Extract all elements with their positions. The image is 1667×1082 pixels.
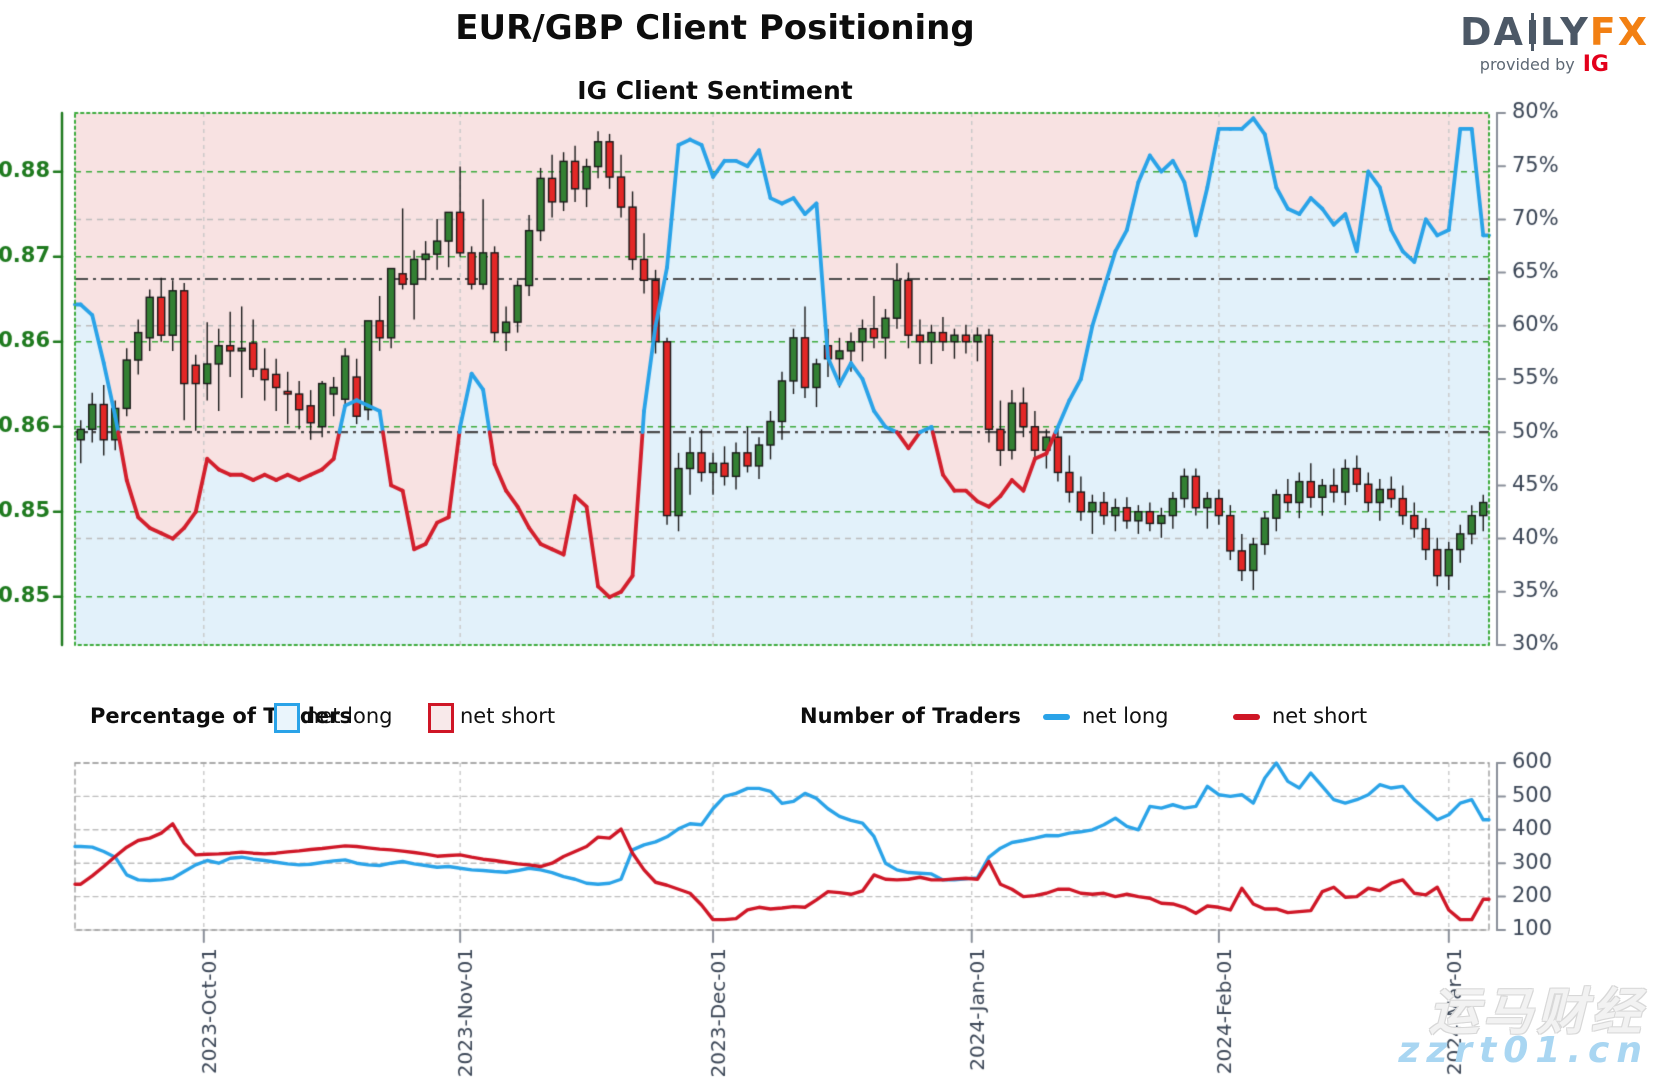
provided-by-ig: provided by IG bbox=[1480, 52, 1609, 77]
legend-label-pct-net-short: net short bbox=[460, 704, 556, 728]
legend-swatch-num-net-long-icon bbox=[1043, 714, 1070, 720]
logo-text-ly: LY bbox=[1539, 10, 1590, 54]
legend-swatch-pct-net-short-icon bbox=[428, 703, 454, 733]
page-title: EUR/GBP Client Positioning bbox=[455, 8, 975, 48]
provided-by-label: provided by bbox=[1479, 55, 1575, 74]
legend-label-num-net-long: net long bbox=[1082, 704, 1169, 728]
legend-label-pct-net-long: net long bbox=[306, 704, 393, 728]
chart-subtitle: IG Client Sentiment bbox=[577, 76, 853, 105]
watermark-cjk: 运马财经 bbox=[1429, 983, 1645, 1041]
legend-swatch-num-net-short-icon bbox=[1233, 714, 1260, 720]
legend-title-number-of-traders: Number of Traders bbox=[800, 704, 1021, 728]
watermark-site: zzrt01.cn bbox=[1398, 1030, 1649, 1071]
logo-text-da: DA bbox=[1459, 10, 1525, 54]
candlestick-icon bbox=[1528, 13, 1536, 51]
legend-title-percentage-of-traders: Percentage of Traders bbox=[90, 704, 352, 728]
logo-text-fx: FX bbox=[1589, 10, 1649, 54]
dailyfx-logo: DA LY FX bbox=[1460, 10, 1649, 54]
legend-label-num-net-short: net short bbox=[1272, 704, 1368, 728]
legend-swatch-pct-net-long-icon bbox=[274, 703, 300, 733]
ig-logo: IG bbox=[1582, 52, 1609, 77]
